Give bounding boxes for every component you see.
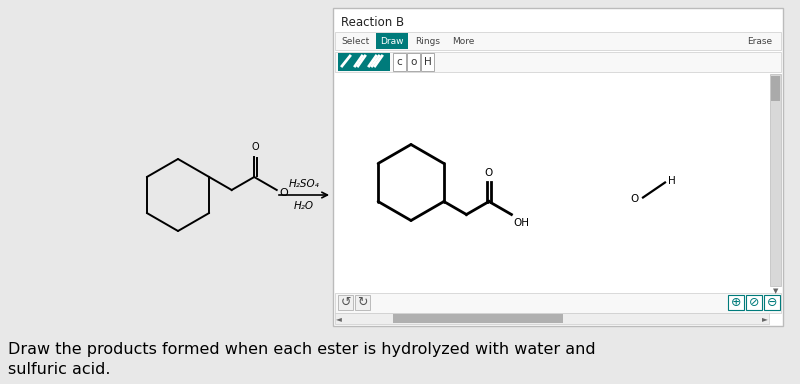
Bar [746,295,762,310]
Text: O: O [630,195,639,205]
Text: ↻: ↻ [358,296,368,309]
Bar [338,33,374,49]
Text: ▼: ▼ [773,288,778,294]
Text: O: O [251,142,259,152]
Text: H: H [668,175,676,185]
Bar [407,53,420,71]
Text: sulfuric acid.: sulfuric acid. [8,362,110,377]
Text: ⊘: ⊘ [749,296,759,309]
Bar [421,53,434,71]
Text: ⊕: ⊕ [730,296,742,309]
Text: ►: ► [762,314,768,323]
Bar [338,53,390,71]
Text: Reaction B: Reaction B [341,15,404,28]
Text: ↺: ↺ [340,296,350,309]
Text: Draw the products formed when each ester is hydrolyzed with water and: Draw the products formed when each ester… [8,342,596,357]
Text: Rings: Rings [415,36,440,45]
Text: ⊖: ⊖ [766,296,778,309]
Bar [376,33,408,49]
Text: OH: OH [514,217,530,227]
Text: Draw: Draw [380,36,404,45]
Text: H₂O: H₂O [294,201,314,211]
Bar [335,313,769,324]
Text: O: O [280,188,289,198]
Bar [335,293,781,313]
Text: Select: Select [342,36,370,45]
Bar [410,33,445,49]
Text: H₂SO₄: H₂SO₄ [289,179,319,189]
Text: H: H [424,57,431,67]
Bar [741,33,779,49]
Bar [355,295,370,310]
Bar [335,52,781,72]
Text: O: O [485,167,493,177]
Bar [770,74,781,286]
Text: ◄: ◄ [336,314,342,323]
Text: o: o [410,57,417,67]
Bar [447,33,479,49]
Text: c: c [397,57,402,67]
Bar [393,53,406,71]
Text: More: More [452,36,474,45]
Bar [393,314,563,323]
Bar [771,76,780,101]
Text: Erase: Erase [747,36,773,45]
Bar [333,8,783,326]
Bar [335,32,781,50]
Bar [728,295,744,310]
Bar [764,295,780,310]
Bar [338,295,353,310]
